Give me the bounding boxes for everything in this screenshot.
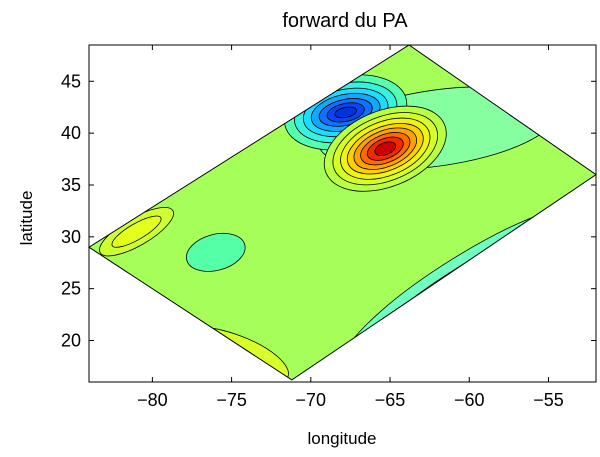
x-tick-label: −55	[533, 390, 564, 410]
x-tick-label: −70	[296, 390, 327, 410]
plot-area	[88, 44, 597, 383]
y-tick-label: 35	[61, 175, 81, 195]
x-tick-label: −60	[454, 390, 485, 410]
y-axis-ticks: 20 25 30 35 40 45	[61, 71, 596, 351]
x-axis-ticks: −80 −75 −70 −65 −60 −55	[137, 45, 564, 410]
axes-frame	[88, 44, 597, 383]
contour-isolated-patch	[186, 232, 246, 272]
y-tick-label: 30	[61, 227, 81, 247]
y-tick-label: 20	[61, 331, 81, 351]
y-tick-label: 40	[61, 123, 81, 143]
y-tick-label: 45	[61, 71, 81, 91]
y-tick-label: 25	[61, 279, 81, 299]
contour-positive-maximum	[323, 105, 447, 192]
x-tick-label: −65	[375, 390, 406, 410]
x-tick-label: −80	[137, 390, 168, 410]
chart-title: forward du PA	[282, 10, 408, 32]
x-axis-label: longitude	[307, 429, 376, 448]
contour-west-warm	[99, 206, 174, 257]
x-tick-label: −75	[216, 390, 247, 410]
y-axis-label: latitude	[17, 191, 36, 246]
